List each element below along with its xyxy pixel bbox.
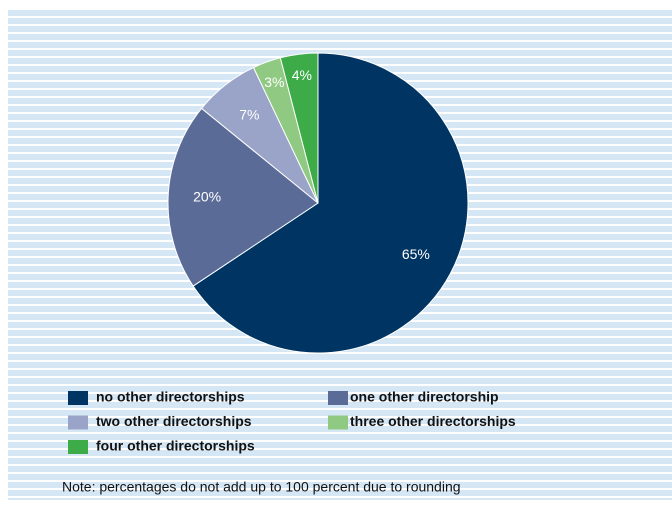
pie-slice: [192, 52, 469, 354]
legend-label: one other directorship: [350, 389, 499, 405]
pie-slice: [167, 107, 319, 287]
legend-label: two other directorships: [96, 413, 252, 429]
slice-label: 65%: [402, 246, 430, 262]
slice-label: 4%: [292, 67, 312, 83]
slice-label: 7%: [239, 106, 259, 122]
legend-swatch: [68, 391, 88, 405]
legend-label: four other directorships: [96, 438, 255, 454]
legend-swatch: [328, 391, 348, 405]
legend-swatch: [68, 440, 88, 454]
note: Note: percentages do not add up to 100 p…: [62, 479, 461, 495]
slice-label: 3%: [264, 74, 284, 90]
pie-slice: [279, 52, 319, 204]
legend-swatch: [68, 415, 88, 430]
slice-label: 20%: [193, 188, 221, 204]
legend-label: three other directorships: [350, 413, 516, 429]
legend-swatch: [328, 415, 348, 430]
legend-label: no other directorships: [96, 389, 245, 405]
